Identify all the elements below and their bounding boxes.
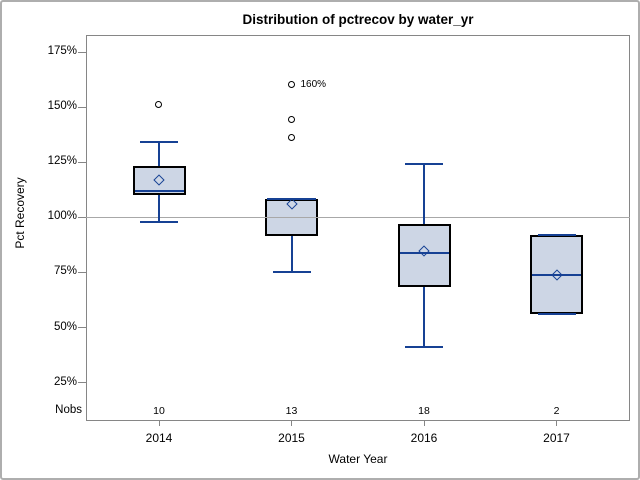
outlier-2015-136 [287,133,295,141]
y-tick-label-25: 25% [53,375,77,388]
x-tick-mark-2014 [158,421,160,426]
y-tick-mark-100 [78,216,86,218]
x-tick-label-2014: 2014 [145,431,173,445]
y-tick-label-100: 100% [47,210,77,223]
lower-whisker-2015 [290,236,293,273]
nobs-value-2017: 2 [553,405,560,417]
y-tick-mark-125 [78,161,86,163]
upper-whisker-2014 [158,142,160,166]
x-tick-label-2017: 2017 [543,431,570,445]
lower-whisker-cap-2014 [140,220,178,223]
x-tick-mark-2015 [291,421,292,426]
lower-whisker-cap-2016 [405,346,443,349]
upper-whisker-2016 [423,164,425,224]
y-tick-label-75: 75% [53,265,77,278]
outlier-2015-144 [287,116,295,124]
lower-whisker-2014 [158,195,160,222]
y-tick-mark-150 [78,106,86,108]
nobs-value-2016: 18 [418,405,430,417]
x-axis-title: Water Year [328,452,388,466]
y-axis-title: Pct Recovery [13,177,27,249]
x-tick-mark-2017 [556,421,557,426]
y-tick-mark-75 [78,271,86,273]
x-tick-label-2015: 2015 [278,431,305,445]
lower-whisker-cap-2015 [272,271,311,274]
outlier-value-label-0: 160% [300,79,327,91]
lower-whisker-cap-2017 [537,313,576,316]
chart-title: Distribution of pctrecov by water_yr [242,12,474,27]
outlier-2014-151 [155,100,162,108]
x-tick-label-2016: 2016 [410,431,438,445]
plot-area-frame [86,35,630,421]
y-tick-mark-25 [78,382,86,384]
y-tick-label-125: 125% [47,155,77,168]
median-line-2017 [532,273,581,276]
y-tick-label-150: 150% [47,100,77,113]
nobs-value-2014: 10 [153,405,165,417]
reference-line-100pct [86,216,630,218]
nobs-value-2015: 13 [285,405,298,417]
x-tick-mark-2016 [423,421,425,426]
upper-whisker-cap-2016 [405,163,443,166]
upper-whisker-cap-2017 [537,233,576,236]
y-tick-label-175: 175% [47,45,77,57]
y-tick-mark-175 [78,51,86,53]
lower-whisker-2016 [423,286,425,348]
median-line-2016 [399,251,449,254]
nobs-label: Nobs [55,404,82,416]
y-tick-label-50: 50% [53,320,77,333]
median-line-2015 [267,197,316,200]
upper-whisker-cap-2014 [140,141,178,144]
outlier-2015-160 [287,81,295,89]
box-2016 [397,223,451,287]
median-line-2014 [134,189,184,192]
y-tick-mark-50 [78,327,86,328]
